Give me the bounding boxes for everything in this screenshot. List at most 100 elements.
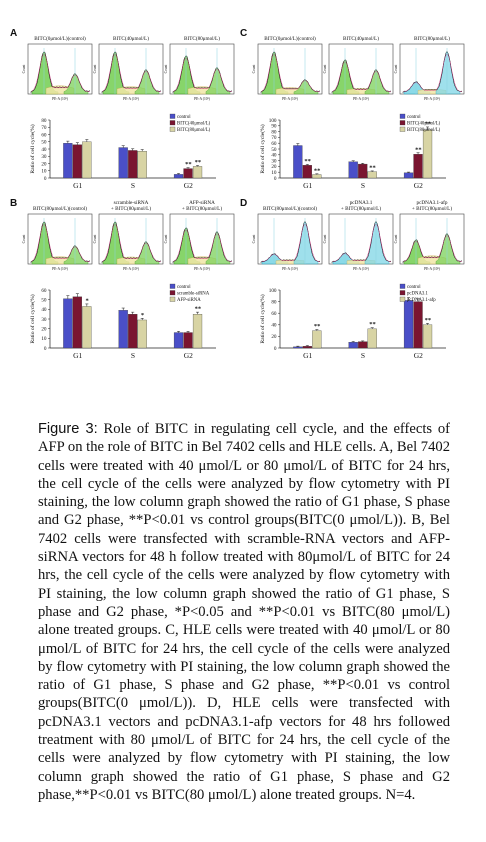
legend-swatch xyxy=(169,120,176,126)
histogram-y-label: Count xyxy=(252,65,256,74)
legend-swatch xyxy=(399,120,406,126)
histogram-x-label: PE-A (10³) xyxy=(194,267,211,271)
bar-chart: 0 10 20 30 40 50 60 Ratio of cell cycle(%) G1 S G2… xyxy=(29,283,216,360)
bar xyxy=(137,151,147,179)
histogram-y-label: Count xyxy=(22,65,26,74)
fit-curve xyxy=(102,53,161,93)
histogram-x-label: PE-A (10³) xyxy=(52,267,69,271)
histogram-y-label: Count xyxy=(93,65,97,74)
y-tick-label: 60 xyxy=(41,288,47,294)
y-tick-label: 50 xyxy=(41,140,47,146)
y-tick-label: 40 xyxy=(271,323,277,329)
bar xyxy=(413,154,423,179)
fit-curve xyxy=(173,229,232,263)
significance-mark: * xyxy=(141,312,144,319)
histogram-title: + BITC(80μmol/L) xyxy=(111,205,151,212)
histogram-y-label: Count xyxy=(93,235,97,244)
x-category-label: G1 xyxy=(73,351,82,360)
y-tick-label: 20 xyxy=(271,334,277,340)
bar xyxy=(63,143,73,179)
fit-curve xyxy=(102,223,161,263)
histogram-x-label: PE-A (10³) xyxy=(282,267,299,271)
bar xyxy=(312,330,322,349)
panel-letter: B xyxy=(10,198,17,209)
histogram-title: BITC(80μmol/L)(control) xyxy=(33,205,87,212)
y-tick-label: 80 xyxy=(41,118,47,124)
legend-label: BITC(80μmol/L) xyxy=(177,128,211,133)
bar xyxy=(312,174,322,179)
significance-mark: ** xyxy=(369,164,376,171)
histogram-title: + BITC(80μmol/L) xyxy=(412,205,452,212)
significance-mark: ** xyxy=(369,321,376,328)
histogram-title: BITC(80μmol/L) xyxy=(414,35,450,42)
histogram-y-label: Count xyxy=(394,235,398,244)
panel-a: A BITC(0μmol/L)(control)PE-A (10³)CountBI… xyxy=(10,28,235,190)
panel-letter: C xyxy=(240,28,247,39)
histogram-y-label: Count xyxy=(22,235,26,244)
bar xyxy=(192,314,203,349)
bar xyxy=(302,165,312,179)
legend-label: control xyxy=(407,285,421,290)
y-tick-label: 80 xyxy=(271,299,277,305)
bar xyxy=(293,145,303,179)
legend-swatch xyxy=(169,126,176,132)
histogram-y-label: Count xyxy=(394,65,398,74)
y-tick-label: 30 xyxy=(41,317,47,323)
y-tick-label: 20 xyxy=(41,161,47,167)
histogram-title: BITC(80μmol/L) xyxy=(184,35,220,42)
histogram-frame xyxy=(399,43,465,95)
y-tick-label: 80 xyxy=(271,129,277,135)
y-tick-label: 0 xyxy=(44,346,47,352)
fit-curve xyxy=(332,223,392,263)
histogram-trace xyxy=(101,51,162,93)
bar xyxy=(293,346,303,349)
histogram-y-label: Count xyxy=(252,235,256,244)
y-tick-label: 30 xyxy=(41,154,47,160)
legend-label: control xyxy=(177,115,191,120)
histogram-y-label: Count xyxy=(323,65,327,74)
bar xyxy=(137,319,147,349)
y-tick-label: 40 xyxy=(41,147,47,153)
fit-curve xyxy=(403,235,462,262)
x-category-label: G2 xyxy=(414,181,423,190)
bar xyxy=(183,168,193,179)
panel-d: D BITC(80μmol/L)(control)PE-A (10³)Countp… xyxy=(240,198,465,360)
x-category-label: G1 xyxy=(303,351,312,360)
significance-mark: ** xyxy=(425,317,432,324)
bar xyxy=(173,174,184,179)
fit-curve xyxy=(31,53,90,92)
legend-label: BITC(40μmol/L) xyxy=(177,122,211,127)
histogram-y-label: Count xyxy=(323,235,327,244)
legend-label: control xyxy=(177,285,191,290)
legend-swatch xyxy=(399,126,406,132)
bar xyxy=(403,300,414,349)
histogram-title: + BITC(80μmol/L) xyxy=(182,205,222,212)
fit-curve xyxy=(261,223,321,263)
x-category-label: G2 xyxy=(184,181,193,190)
bar xyxy=(422,324,433,349)
panel-letter: A xyxy=(10,28,17,39)
y-tick-label: 70 xyxy=(41,125,47,131)
significance-mark: ** xyxy=(185,161,192,168)
legend-swatch xyxy=(399,290,406,296)
histogram-title: BITC(0μmol/L)(control) xyxy=(34,35,86,42)
histogram-x-label: PE-A (10³) xyxy=(123,267,140,271)
legend: control BITC(40μmol/L)BITC(80μmol/L) xyxy=(169,113,211,133)
histogram-title: + BITC(80μmol/L) xyxy=(341,205,381,212)
legend: control BITC(40μmol/L)BITC(80μmol/L) xyxy=(399,113,441,133)
histogram-3: BITC(80μmol/L) PE-A (10³) Count xyxy=(164,35,235,101)
y-tick-label: 50 xyxy=(41,297,47,303)
y-tick-label: 0 xyxy=(274,176,277,182)
bar xyxy=(72,144,82,179)
histogram-1: BITC(0μmol/L)(control) PE-A (10³) Count xyxy=(22,35,93,101)
bar xyxy=(82,141,92,179)
y-axis-label: Ratio of cell cycle(%) xyxy=(259,294,266,343)
significance-mark: ** xyxy=(195,159,202,166)
y-tick-label: 60 xyxy=(271,311,277,317)
y-tick-label: 60 xyxy=(41,132,47,138)
histogram-2: BITC(40μmol/L) PE-A (10³) Count xyxy=(323,35,394,101)
caption-text: Role of BITC in regulating cell cycle, a… xyxy=(38,421,451,803)
